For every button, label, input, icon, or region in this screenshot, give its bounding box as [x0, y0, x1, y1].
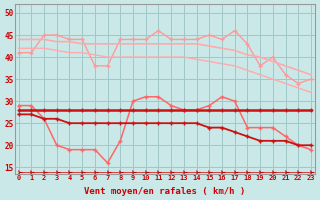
X-axis label: Vent moyen/en rafales ( km/h ): Vent moyen/en rafales ( km/h ): [84, 187, 245, 196]
